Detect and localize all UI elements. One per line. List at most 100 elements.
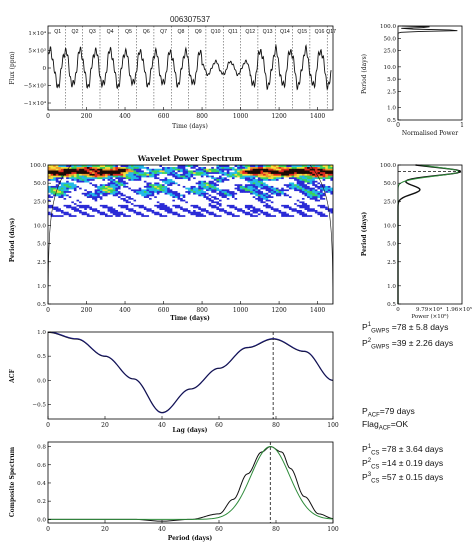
wavelet-cell (320, 177, 323, 180)
wavelet-cell (219, 168, 222, 171)
wavelet-cell (138, 211, 142, 214)
wavelet-cell (250, 190, 253, 193)
wavelet-cell (296, 166, 300, 169)
wavelet-cell (187, 202, 191, 205)
wavelet-cell (89, 190, 93, 193)
wavelet-cell (288, 187, 292, 190)
wavelet-cell (193, 175, 196, 178)
wavelet-cell (250, 204, 253, 207)
wavelet-cell (58, 190, 62, 193)
wavelet-cell (130, 214, 134, 217)
wavelet-cell (213, 214, 217, 217)
wavelet-cell (200, 190, 204, 193)
wavelet-cell (141, 175, 145, 178)
wavelet-cell (260, 166, 264, 169)
wavelet-cell (219, 209, 222, 212)
wavelet-cell (117, 171, 121, 174)
wavelet-cell (322, 201, 326, 204)
wavelet-cell (154, 201, 158, 204)
wavelet-cell (71, 182, 75, 185)
wavelet-cell (177, 182, 181, 185)
wavelet-cell (239, 213, 243, 216)
wavelet-cell (105, 171, 108, 174)
wavelet-cell (187, 204, 191, 207)
wavelet-cell (79, 201, 82, 204)
wavelet-cell (154, 194, 158, 197)
wavelet-cell (314, 192, 318, 195)
wavelet-cell (304, 201, 308, 204)
wavelet-cell (73, 204, 77, 207)
wavelet-cell (105, 168, 108, 171)
wavelet-cell (226, 206, 230, 209)
wavelet-cell (255, 213, 259, 216)
wavelet-cell (123, 192, 127, 195)
wavelet-cell (213, 199, 217, 202)
wavelet-cell (185, 199, 189, 202)
wavelet-cell (63, 204, 67, 207)
wavelet-cell (120, 177, 124, 180)
wavelet-cell (76, 171, 80, 174)
wavelet-cell (288, 213, 292, 216)
wavelet-cell (213, 177, 217, 180)
wavelet-cell (169, 168, 173, 171)
wavelet-cell (99, 187, 103, 190)
wavelet-cell (128, 201, 132, 204)
wavelet-cell (159, 213, 163, 216)
wavelet-cell (314, 170, 318, 173)
wavelet-cell (242, 207, 246, 210)
wavelet-cell (130, 194, 134, 197)
wavelet-cell (206, 197, 209, 200)
wavelet-cell (125, 199, 129, 202)
wavelet-cell (50, 182, 54, 185)
wavelet-cell (167, 171, 171, 174)
wavelet-cell (327, 178, 331, 181)
wavelet-cell (143, 165, 147, 168)
wavelet-cell (252, 170, 256, 173)
wavelet-cell (244, 202, 248, 205)
wavelet-cell (250, 194, 253, 197)
wavelet-cell (94, 171, 98, 174)
wavelet-cell (281, 185, 285, 188)
wavelet-cell (164, 180, 168, 183)
wavelet-cell (146, 211, 150, 214)
quarter-label: Q12 (245, 29, 255, 35)
wavelet-cell (162, 171, 165, 174)
wavelet-cell (330, 187, 333, 190)
wavelet-cell (167, 170, 171, 173)
wavelet-cell (151, 170, 155, 173)
wavelet-cell (97, 192, 101, 195)
wavelet-cell (58, 189, 62, 192)
wavelet-cell (76, 195, 80, 198)
wavelet-cell (128, 173, 132, 176)
wavelet-cell (299, 168, 303, 171)
wavelet-y-tick-label: 2.5 (37, 260, 46, 266)
wavelet-cell (312, 182, 316, 185)
wavelet-cell (60, 204, 64, 207)
wavelet-cell (247, 214, 251, 217)
wavelet-cell (110, 189, 114, 192)
wavelet-cell (327, 209, 331, 212)
result-acf-flag: FlagACF=OK (362, 419, 408, 432)
wavelet-cell (263, 170, 266, 173)
wavelet-cell (105, 187, 108, 190)
wavelet-cell (281, 190, 285, 193)
wavelet-cell (286, 178, 290, 181)
wavelet-cell (162, 166, 165, 169)
wavelet-cell (149, 166, 152, 169)
wavelet-cell (115, 213, 119, 216)
wavelet-cell (66, 185, 70, 188)
wavelet-cell (291, 204, 295, 207)
wavelet-cell (219, 213, 222, 216)
wavelet-cell (231, 197, 235, 200)
wavelet-cell (304, 202, 308, 205)
wavelet-cell (125, 192, 129, 195)
wavelet-cell (193, 166, 196, 169)
wavelet-cell (53, 180, 57, 183)
wavelet-cell (138, 165, 142, 168)
wavelet-cell (221, 209, 225, 212)
wavelet-cell (115, 202, 119, 205)
wavelet-cell (149, 170, 152, 173)
wavelet-cell (226, 168, 230, 171)
wavelet-cell (182, 183, 186, 186)
wavelet-cell (260, 171, 264, 174)
